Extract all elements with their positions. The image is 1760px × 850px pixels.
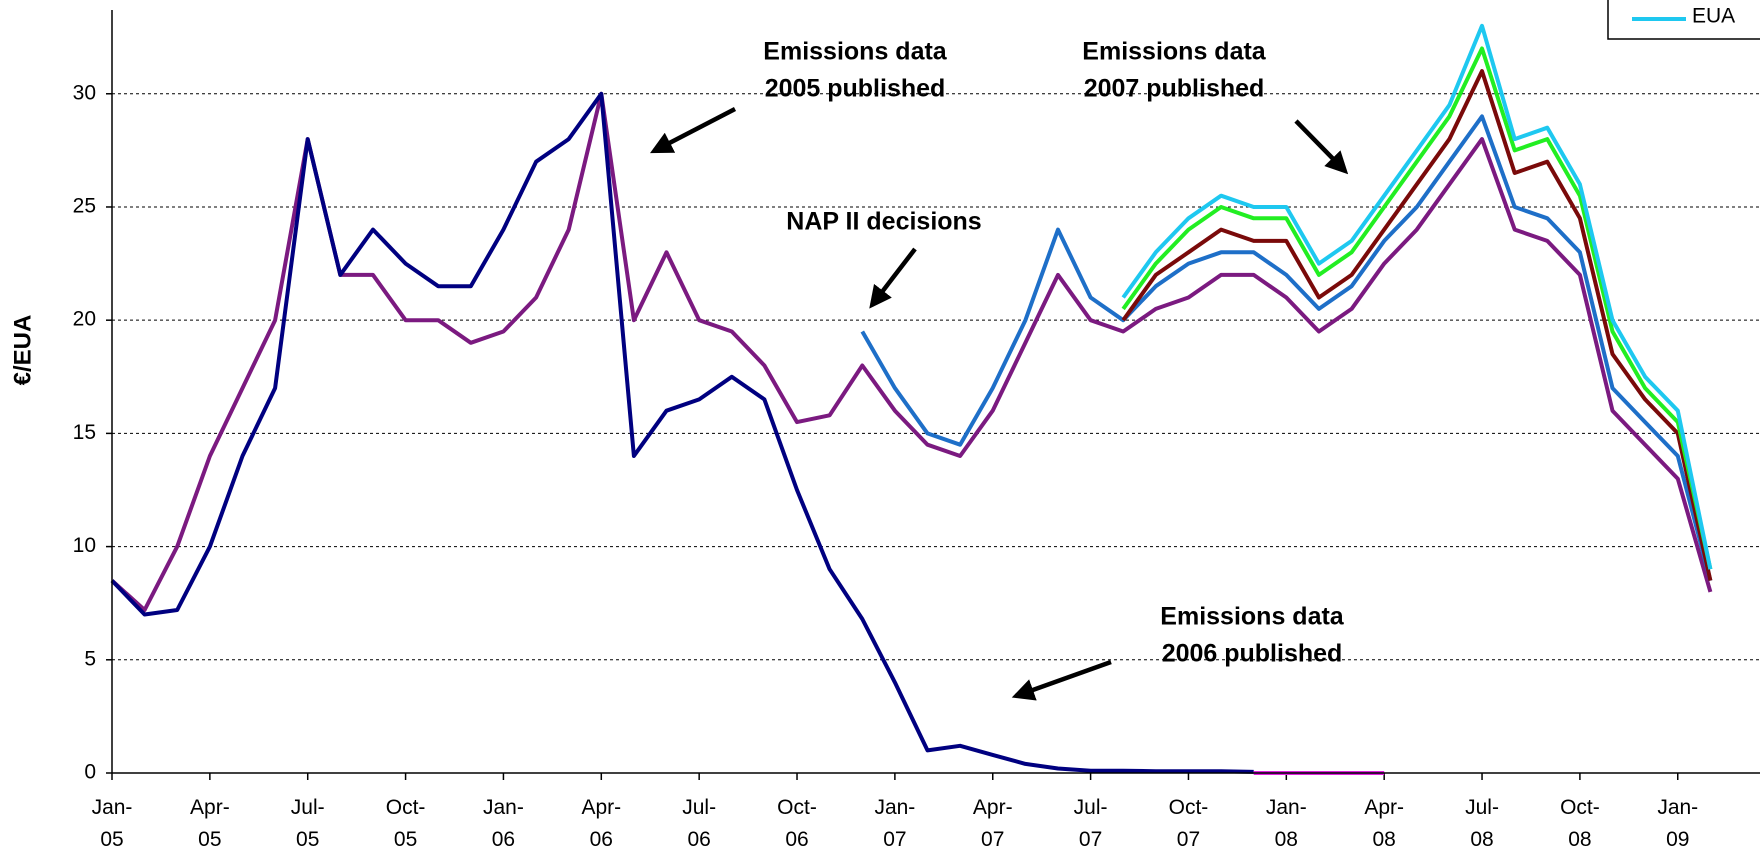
x-tick-label: Jan-08 (1266, 796, 1307, 850)
y-tick-label: 10 (73, 534, 96, 557)
series-line (1121, 46, 1713, 570)
y-tick-label: 25 (73, 195, 96, 218)
annotation: NAP II decisions (786, 208, 981, 236)
annotation: 2005 published (765, 75, 946, 103)
y-axis-label: €/EUA (9, 315, 36, 386)
x-tick-label: Jul-05 (291, 796, 325, 850)
series-line (1121, 23, 1713, 570)
annotation: 2007 published (1084, 75, 1265, 103)
x-tick-label: Jan-05 (92, 796, 133, 850)
annotation: 2006 published (1162, 640, 1343, 668)
legend-label: EUA (1692, 5, 1735, 28)
x-tick-label: Apr-07 (973, 796, 1013, 850)
series-line (110, 91, 1254, 774)
x-tick-label: Jul-07 (1074, 796, 1108, 850)
annotation: Emissions data (763, 38, 947, 66)
annotation: Emissions data (1160, 603, 1344, 631)
y-tick-label: 5 (84, 647, 96, 670)
x-tick-label: Oct-05 (386, 796, 426, 850)
x-tick-label: Apr-08 (1364, 796, 1404, 850)
series-line (860, 114, 1713, 582)
x-tick-label: Oct-06 (777, 796, 817, 850)
y-tick-label: 30 (73, 81, 96, 104)
series-line (1121, 69, 1713, 582)
x-tick-label: Jan-07 (874, 796, 915, 850)
annotation: Emissions data (1082, 38, 1266, 66)
y-tick-label: 20 (73, 308, 96, 331)
arrows (650, 107, 1349, 701)
x-tick-label: Jul-06 (682, 796, 716, 850)
y-tick-label: 0 (84, 761, 96, 784)
x-tick-label: Oct-07 (1169, 796, 1209, 850)
x-tick-label: Jul-08 (1465, 796, 1499, 850)
y-tick-label: 15 (73, 421, 96, 444)
x-tick-label: Jan-09 (1657, 796, 1698, 850)
x-tick-label: Oct-08 (1560, 796, 1600, 850)
x-tick-label: Jan-06 (483, 796, 524, 850)
x-tick-label: Apr-05 (190, 796, 230, 850)
series-line (110, 91, 1713, 612)
x-tick-label: Apr-06 (581, 796, 621, 850)
